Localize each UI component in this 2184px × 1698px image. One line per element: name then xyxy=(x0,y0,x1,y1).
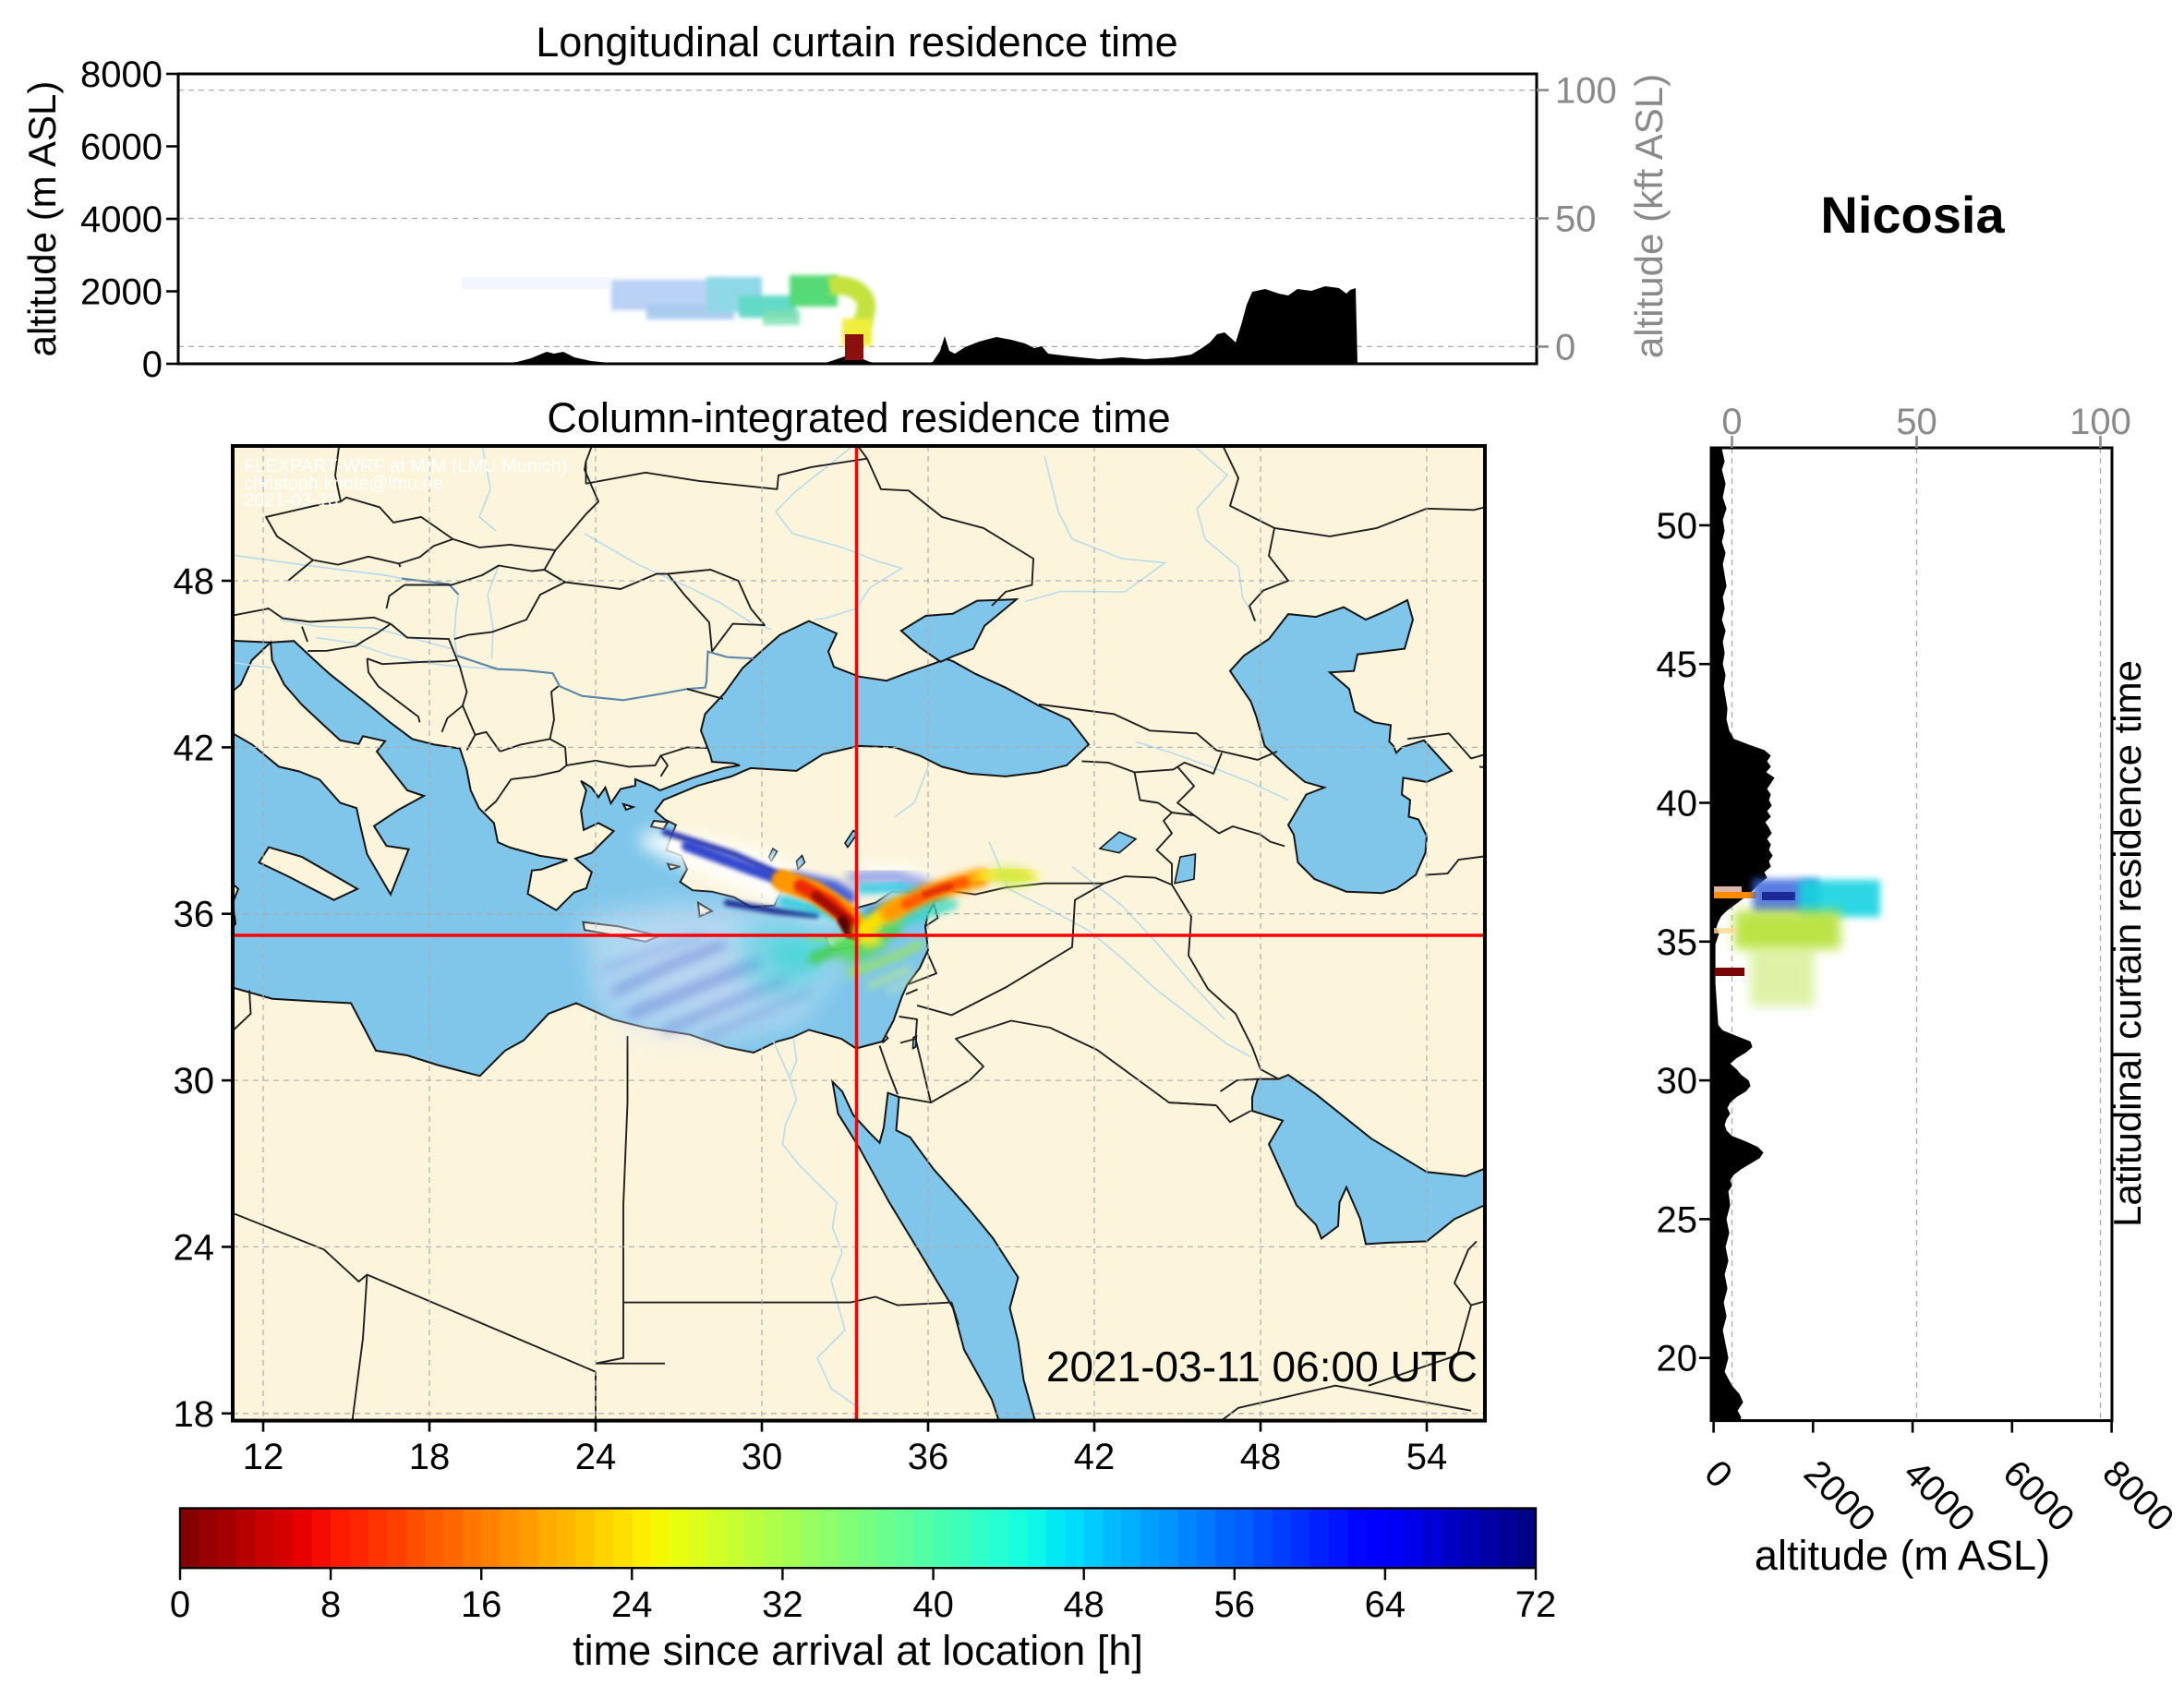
svg-text:18: 18 xyxy=(174,1394,215,1435)
svg-text:16: 16 xyxy=(461,1584,502,1625)
svg-text:24: 24 xyxy=(575,1437,617,1477)
svg-text:24: 24 xyxy=(611,1584,653,1625)
svg-text:48: 48 xyxy=(1063,1584,1104,1625)
svg-text:40: 40 xyxy=(1657,784,1698,825)
svg-text:Nicosia: Nicosia xyxy=(1820,186,2005,244)
svg-text:18: 18 xyxy=(409,1437,451,1477)
svg-text:50: 50 xyxy=(1896,402,1937,442)
svg-text:8: 8 xyxy=(320,1584,341,1625)
svg-text:0: 0 xyxy=(1721,402,1742,442)
svg-text:0: 0 xyxy=(170,1584,190,1625)
svg-text:0: 0 xyxy=(142,344,163,385)
svg-text:72: 72 xyxy=(1515,1584,1557,1625)
svg-text:64: 64 xyxy=(1365,1584,1406,1625)
svg-text:30: 30 xyxy=(1657,1061,1698,1102)
svg-text:Longitudinal curtain residence: Longitudinal curtain residence time xyxy=(536,18,1177,66)
svg-text:altitude (m ASL): altitude (m ASL) xyxy=(1755,1532,2050,1579)
svg-text:45: 45 xyxy=(1657,644,1698,685)
svg-text:8000: 8000 xyxy=(80,54,163,95)
svg-text:2000: 2000 xyxy=(80,272,163,313)
svg-text:Latitudinal curtain residence: Latitudinal curtain residence time xyxy=(2106,660,2149,1227)
svg-text:Column-integrated residence ti: Column-integrated residence time xyxy=(547,394,1170,441)
svg-text:48: 48 xyxy=(174,561,215,602)
svg-text:FLEXPART-WRF at MIM (LMU Munic: FLEXPART-WRF at MIM (LMU Munich) xyxy=(244,456,567,476)
svg-text:25: 25 xyxy=(1657,1199,1698,1240)
svg-text:36: 36 xyxy=(174,895,215,935)
svg-text:30: 30 xyxy=(742,1437,783,1477)
svg-text:54: 54 xyxy=(1406,1437,1448,1477)
svg-text:0: 0 xyxy=(1555,327,1575,367)
svg-text:56: 56 xyxy=(1214,1584,1256,1625)
svg-text:4000: 4000 xyxy=(80,199,163,240)
svg-text:36: 36 xyxy=(908,1437,949,1477)
svg-text:42: 42 xyxy=(174,728,215,768)
svg-text:24: 24 xyxy=(174,1227,215,1268)
svg-text:time since arrival at location: time since arrival at location [h] xyxy=(573,1627,1143,1674)
svg-text:altitude (kft ASL): altitude (kft ASL) xyxy=(1627,74,1671,358)
svg-text:20: 20 xyxy=(1657,1339,1698,1379)
svg-text:2021-03-13: 2021-03-13 xyxy=(244,490,338,511)
svg-text:christoph.knote@lmu.de: christoph.knote@lmu.de xyxy=(244,474,443,494)
svg-text:32: 32 xyxy=(762,1584,803,1625)
svg-text:2021-03-11 06:00 UTC: 2021-03-11 06:00 UTC xyxy=(1046,1343,1478,1391)
svg-text:50: 50 xyxy=(1555,199,1597,240)
svg-text:100: 100 xyxy=(1555,71,1617,112)
svg-text:40: 40 xyxy=(912,1584,954,1625)
svg-text:12: 12 xyxy=(243,1437,284,1477)
svg-text:altitude (m ASL): altitude (m ASL) xyxy=(20,81,64,357)
svg-text:50: 50 xyxy=(1657,506,1698,547)
svg-text:42: 42 xyxy=(1074,1437,1116,1477)
svg-text:100: 100 xyxy=(2069,402,2131,442)
svg-text:6000: 6000 xyxy=(80,127,163,168)
svg-text:35: 35 xyxy=(1657,922,1698,963)
svg-text:48: 48 xyxy=(1240,1437,1282,1477)
svg-text:30: 30 xyxy=(174,1061,215,1102)
